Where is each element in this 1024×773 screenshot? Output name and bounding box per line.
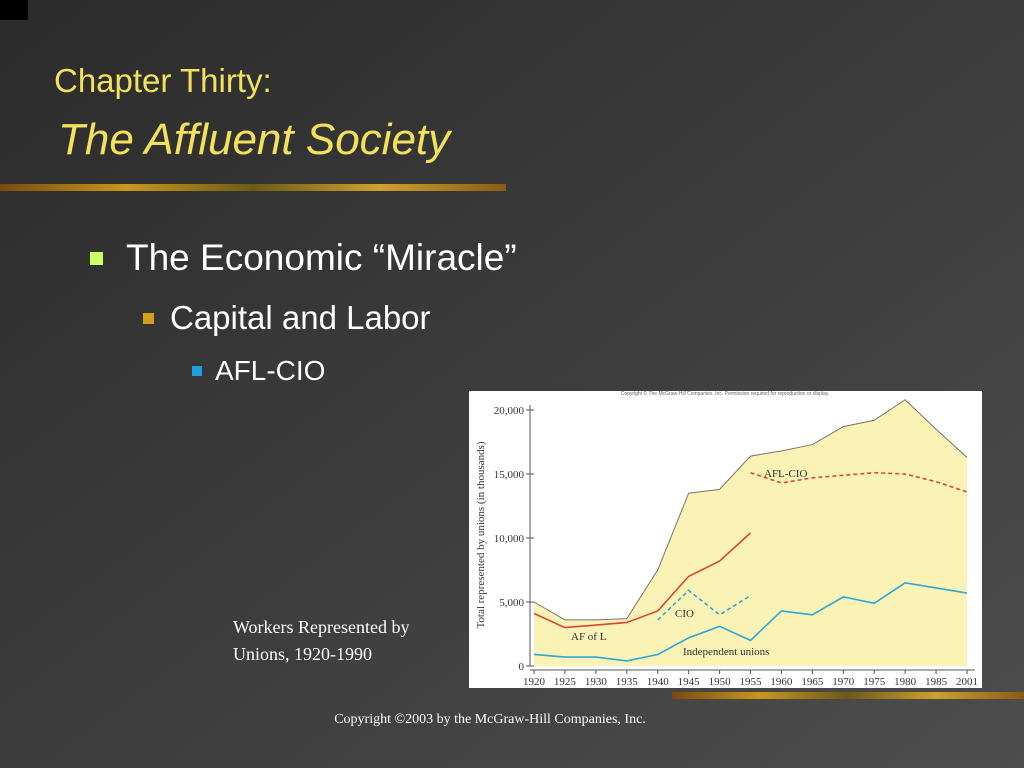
x-tick-label: 1980 [894,676,917,688]
caption: Unions, 1920-1990 [233,644,372,664]
subtitle: The Affluent Society [58,115,453,164]
series-label: AF of L [571,631,607,643]
y-tick-label: 20,000 [494,405,525,417]
x-tick-label: 2001 [956,676,978,688]
x-tick-label: 1950 [709,676,732,688]
bullet: The Economic “Miracle” [126,237,517,278]
x-tick-label: 1960 [770,676,793,688]
x-tick-label: 1965 [801,676,824,688]
x-tick-label: 1925 [554,676,577,688]
x-tick-label: 1975 [863,676,886,688]
bullet-marker [90,252,103,265]
bullet-marker [143,313,154,324]
x-tick-label: 1920 [523,676,546,688]
bullet: Capital and Labor [170,299,431,336]
y-tick-label: 5,000 [499,597,524,609]
decor-strip [672,692,1024,699]
series-label: CIO [675,608,694,620]
x-tick-label: 1930 [585,676,608,688]
series-label: Independent unions [683,646,769,658]
y-axis-label: Total represented by unions (in thousand… [475,441,487,628]
title: Chapter Thirty: [54,62,272,99]
y-tick-label: 15,000 [494,469,525,481]
bullet: AFL-CIO [215,355,325,386]
x-tick-label: 1945 [678,676,701,688]
x-tick-label: 1940 [647,676,670,688]
series-label: AFL-CIO [764,468,807,480]
x-tick-label: 1985 [925,676,948,688]
decor-strip [0,184,506,191]
x-tick-label: 1955 [740,676,763,688]
line [533,399,968,621]
line [533,532,752,629]
line [533,581,968,662]
bullet-marker [192,366,202,376]
line [657,589,751,621]
y-tick-label: 10,000 [494,533,525,545]
y-tick-label: 0 [519,661,525,673]
footer: Copyright ©2003 by the McGraw-Hill Compa… [334,712,646,727]
line [750,471,968,493]
caption: Workers Represented by [233,617,410,637]
chart-note: Copyright © The McGraw-Hill Companies, I… [621,390,830,397]
x-tick-label: 1970 [832,676,855,688]
corner-block [0,0,28,20]
x-tick-label: 1935 [616,676,639,688]
